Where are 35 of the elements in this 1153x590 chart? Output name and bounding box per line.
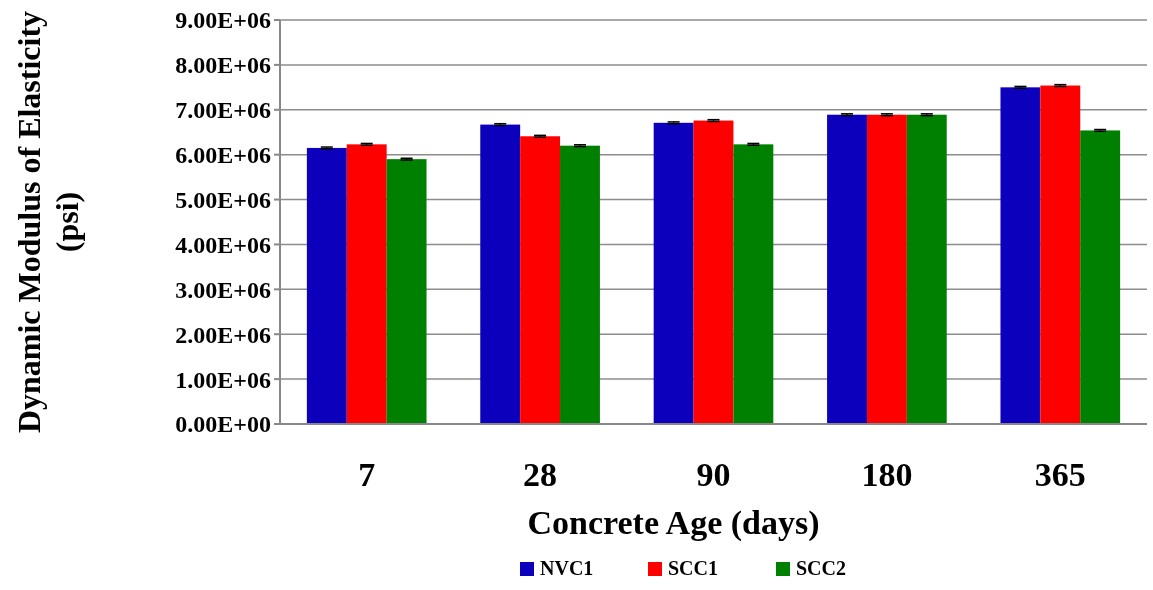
bar xyxy=(866,114,907,424)
y-tick-label: 5.00E+06 xyxy=(175,186,271,213)
legend-label: SCC2 xyxy=(796,557,847,579)
bar xyxy=(1040,85,1081,424)
bar xyxy=(906,114,947,424)
y-axis-title: Dynamic Modulus of Elasticity (psi) xyxy=(11,10,85,434)
bar xyxy=(560,145,600,424)
x-tick-label: 365 xyxy=(1034,456,1086,493)
y-tick-label: 2.00E+06 xyxy=(175,321,271,348)
y-tick-label: 3.00E+06 xyxy=(175,276,271,303)
bar xyxy=(480,124,521,424)
legend-label: NVC1 xyxy=(540,557,594,579)
y-tick-label: 6.00E+06 xyxy=(175,142,271,169)
y-tick-label: 1.00E+06 xyxy=(175,366,271,393)
bar xyxy=(306,147,347,424)
bar xyxy=(1080,130,1121,424)
bar xyxy=(733,144,774,424)
x-tick-label: 90 xyxy=(696,456,731,493)
bar xyxy=(1000,87,1041,424)
bar xyxy=(827,114,867,424)
y-tick-label: 9.00E+06 xyxy=(175,7,271,34)
legend-label: SCC1 xyxy=(668,557,719,579)
y-tick-label: 7.00E+06 xyxy=(175,97,271,124)
x-axis-title: Concrete Age (days) xyxy=(527,504,820,542)
x-tick-label: 28 xyxy=(523,456,558,493)
bar xyxy=(653,122,694,424)
bar xyxy=(346,144,387,424)
x-tick-label: 180 xyxy=(861,456,913,493)
bar xyxy=(520,136,561,424)
y-tick-label: 4.00E+06 xyxy=(175,231,271,258)
bar xyxy=(693,120,734,424)
bar xyxy=(386,159,427,424)
y-tick-label: 0.00E+00 xyxy=(175,411,271,438)
x-tick-label: 7 xyxy=(358,456,376,493)
y-tick-label: 8.00E+06 xyxy=(175,52,271,79)
